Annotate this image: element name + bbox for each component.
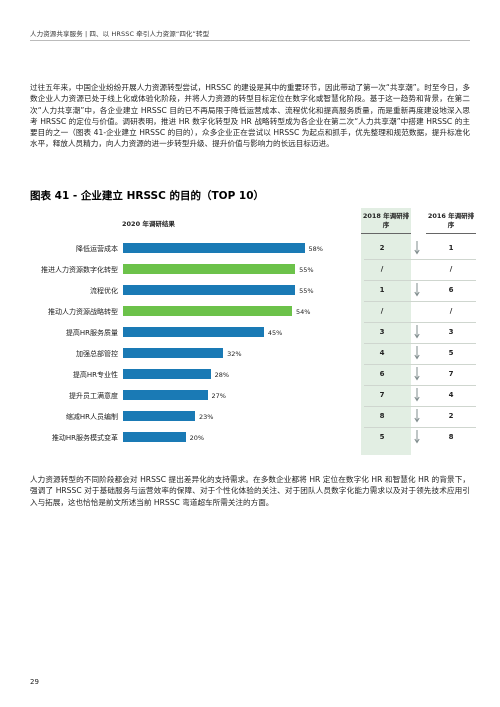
rank-2016-cell: 7 [448,370,454,378]
down-arrow-icon [414,325,420,339]
bar-label: 缩减HR人员编制 [65,413,118,421]
down-arrow-icon [414,409,420,423]
bar [123,306,293,316]
rank-2018-cell: 5 [379,433,385,441]
bar-label: 推进人力资源数字化转型 [41,266,118,274]
rank-row-divider [364,280,476,281]
bar-value-label: 54% [296,307,311,316]
rank-2018-rule [361,233,411,234]
bar [123,432,186,442]
rank-2016-cell: 2 [448,412,454,420]
rank-row-divider [364,301,476,302]
rank-2016-header: 2016 年调研排序 [427,212,475,229]
header-divider [30,40,470,41]
bar-value-label: 20% [189,433,205,442]
bar-label: 推动HR服务模式变革 [51,434,118,442]
bar [123,285,296,295]
rank-row-divider [364,322,476,323]
bar-value-label: 45% [267,328,283,337]
rank-row-divider [364,406,476,407]
down-arrow-icon [414,283,420,297]
bar-label: 提升员工满意度 [69,392,118,400]
down-arrow-icon [414,367,420,381]
rank-2018-panel [361,208,411,455]
rank-2018-cell: / [380,307,384,315]
rank-2018-cell: 1 [379,286,385,294]
rank-2018-cell: 8 [379,412,385,420]
rank-2016-cell: 1 [448,244,454,252]
rank-2018-cell: 4 [379,349,385,357]
rank-2016-cell: 4 [448,391,454,399]
down-arrow-icon [414,241,420,255]
bar-value-label: 32% [227,349,242,358]
bar-label: 推动人力资源战略转型 [48,308,118,316]
rank-2016-rule [426,233,476,234]
rank-row-divider [364,259,476,260]
bar-value-label: 55% [299,265,314,274]
down-arrow-icon [414,388,420,402]
rank-row-divider [364,343,476,344]
bar-label: 降低运营成本 [76,245,118,253]
rank-2016-cell: 5 [448,349,454,357]
bar [123,411,195,421]
rank-row-divider [364,427,476,428]
rank-row-divider [364,364,476,365]
rank-2016-cell: / [449,265,453,273]
bar-value-label: 28% [214,370,230,379]
down-arrow-icon [414,430,420,444]
rank-2018-cell: / [380,265,384,273]
rank-2018-cell: 3 [379,328,385,336]
rank-2018-cell: 6 [379,370,385,378]
rank-2018-cell: 2 [379,244,385,252]
figure-title: 图表 41 - 企业建立 HRSSC 的目的（TOP 10） [30,190,265,202]
bar [123,369,211,379]
bar [123,264,296,274]
rank-2016-cell: 6 [448,286,454,294]
survey-label: 2020 年调研结果 [122,220,175,228]
page-number: 29 [30,678,39,686]
bar [123,243,305,253]
rank-2016-cell: / [449,307,453,315]
down-arrow-icon [414,346,420,360]
intro-paragraph: 过往五年来，中国企业纷纷开展人力资源转型尝试，HRSSC 的建设是其中的重要环节… [30,83,470,149]
bar-value-label: 27% [211,391,226,400]
outro-paragraph: 人力资源转型的不同阶段都会对 HRSSC 提出差异化的支持需求。在多数企业都将 … [30,475,470,507]
bar-label: 加强总部管控 [76,350,118,358]
bar-label: 提高HR专业性 [72,371,118,379]
bar [123,327,264,337]
rank-row-divider [364,385,476,386]
rank-2018-cell: 7 [379,391,385,399]
bar [123,348,224,358]
rank-2016-cell: 8 [448,433,454,441]
bar-value-label: 55% [299,286,314,295]
bar [123,390,208,400]
bar-value-label: 23% [198,412,214,421]
bar-label: 流程优化 [90,287,118,295]
running-header: 人力资源共享服务 | 四、以 HRSSC 牵引人力资源“四化”转型 [30,30,210,38]
rank-2016-cell: 3 [448,328,454,336]
bar-value-label: 58% [308,244,323,253]
bar-label: 提高HR服务质量 [65,329,118,337]
rank-2018-header: 2018 年调研排序 [362,212,410,229]
